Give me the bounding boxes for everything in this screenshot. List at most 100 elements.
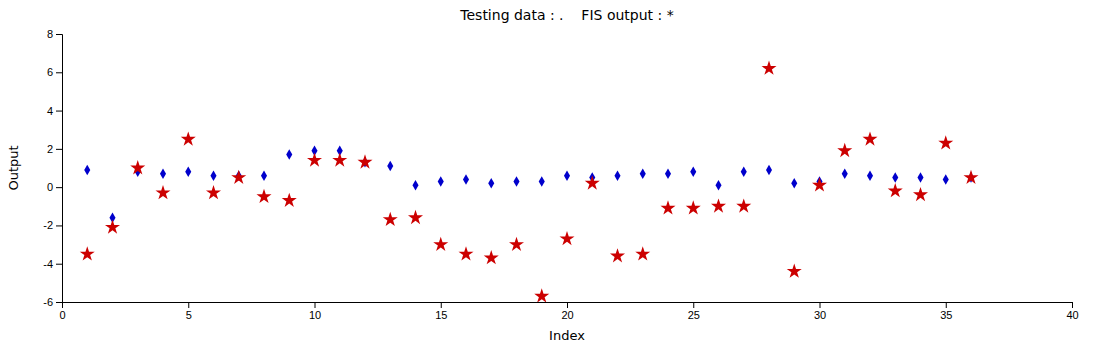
- tick-label: 5: [186, 309, 192, 321]
- y-axis-line: [56, 35, 63, 303]
- x-axis-tick: 20: [561, 302, 573, 321]
- y-axis-tick: 8: [47, 28, 62, 40]
- x-axis-line: [63, 303, 1073, 309]
- point: [665, 168, 671, 179]
- point: [463, 174, 469, 185]
- point: [509, 237, 524, 251]
- point: [357, 154, 372, 168]
- point: [791, 178, 797, 189]
- x-axis-tick: 40: [1066, 302, 1078, 321]
- tick-label: 0: [59, 309, 65, 321]
- tick-mark: [946, 302, 947, 308]
- point: [736, 198, 751, 212]
- point: [387, 161, 393, 172]
- x-axis-tick: 25: [688, 302, 700, 321]
- y-axis-tick: 4: [47, 105, 62, 117]
- point: [842, 168, 848, 179]
- tick-label: -2: [43, 219, 53, 231]
- series-0: [84, 146, 974, 224]
- point: [766, 165, 772, 176]
- x-axis-tick: 5: [186, 302, 192, 321]
- point: [383, 212, 398, 226]
- point: [484, 250, 499, 264]
- x-axis-tick: 10: [309, 302, 321, 321]
- point: [256, 189, 271, 203]
- y-axis-tick: 0: [47, 181, 62, 193]
- point: [686, 200, 701, 214]
- tick-mark: [56, 111, 62, 112]
- point: [614, 170, 620, 181]
- point: [80, 246, 95, 260]
- point: [539, 176, 545, 187]
- point: [761, 61, 776, 75]
- point: [963, 170, 978, 184]
- tick-mark: [56, 149, 62, 150]
- point: [513, 176, 519, 187]
- point: [711, 198, 726, 212]
- point: [433, 237, 448, 251]
- point: [105, 219, 120, 233]
- point: [185, 167, 191, 178]
- point: [210, 170, 216, 181]
- point: [231, 170, 246, 184]
- y-axis-tick: -4: [43, 258, 62, 270]
- point: [130, 160, 145, 174]
- point: [660, 200, 675, 214]
- point: [564, 170, 570, 181]
- y-axis-tick: 6: [47, 66, 62, 78]
- tick-mark: [441, 302, 442, 308]
- point: [943, 174, 949, 185]
- tick-label: -6: [43, 296, 53, 308]
- point: [534, 288, 549, 302]
- marks: [80, 61, 979, 302]
- tick-label: 4: [47, 105, 53, 117]
- point: [585, 175, 600, 189]
- point: [282, 193, 297, 207]
- point: [160, 168, 166, 179]
- point: [559, 231, 574, 245]
- tick-mark: [315, 302, 316, 308]
- x-axis: 0510152025303540: [59, 302, 1078, 321]
- series-1: [80, 61, 979, 302]
- point: [155, 185, 170, 199]
- tick-label: 0: [47, 181, 53, 193]
- point: [741, 167, 747, 178]
- point: [867, 170, 873, 181]
- x-axis-tick: 0: [59, 302, 65, 321]
- point: [917, 172, 923, 183]
- y-axis-tick: -6: [43, 296, 62, 308]
- tick-label: 6: [47, 66, 53, 78]
- point: [812, 177, 827, 191]
- tick-label: -4: [43, 258, 53, 270]
- point: [412, 180, 418, 191]
- point: [488, 178, 494, 189]
- tick-label: 2: [47, 143, 53, 155]
- point: [332, 152, 347, 166]
- tick-mark: [56, 72, 62, 73]
- tick-label: 40: [1066, 309, 1078, 321]
- y-axis-title: Output: [6, 145, 21, 190]
- tick-label: 25: [688, 309, 700, 321]
- tick-mark: [56, 225, 62, 226]
- point: [610, 248, 625, 262]
- plot: 0510152025303540-6-4-202468: [43, 28, 1078, 321]
- x-axis-title: Index: [549, 328, 585, 343]
- point: [286, 149, 292, 160]
- tick-mark: [693, 302, 694, 308]
- tick-mark: [56, 264, 62, 265]
- tick-mark: [56, 302, 62, 303]
- y-axis: -6 -4 -2 0 2 4 6 8: [43, 28, 62, 308]
- tick-mark: [188, 302, 189, 308]
- point: [261, 170, 267, 181]
- point: [690, 167, 696, 178]
- point: [938, 135, 953, 149]
- tick-label: 8: [47, 28, 53, 40]
- point: [715, 180, 721, 191]
- tick-mark: [820, 302, 821, 308]
- tick-label: 10: [309, 309, 321, 321]
- point: [84, 165, 90, 176]
- tick-label: 15: [435, 309, 447, 321]
- point: [307, 152, 322, 166]
- point: [913, 187, 928, 201]
- chart: 0510152025303540-6-4-202468Testing data …: [0, 0, 1096, 352]
